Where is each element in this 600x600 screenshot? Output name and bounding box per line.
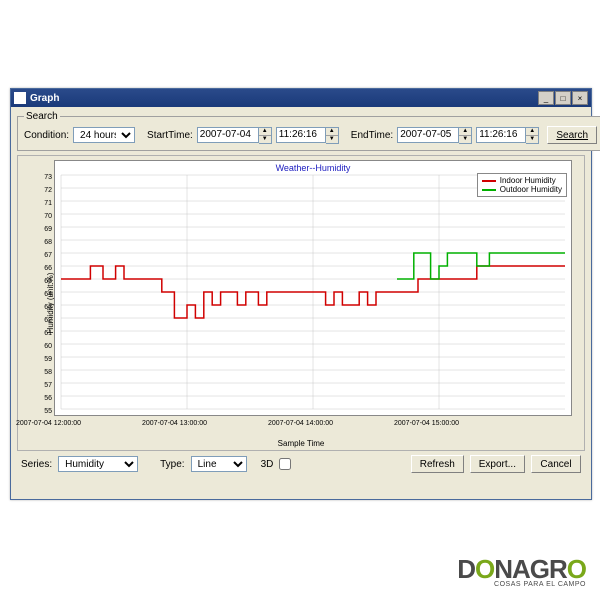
- legend-label: Indoor Humidity: [500, 176, 556, 185]
- brand-logo: DONAGRO COSAS PARA EL CAMPO: [457, 554, 586, 588]
- close-button[interactable]: ×: [572, 91, 588, 105]
- 3d-label: 3D: [261, 459, 274, 470]
- starttime-label: StartTime:: [147, 130, 193, 141]
- minimize-button[interactable]: _: [538, 91, 554, 105]
- search-legend: Search: [24, 111, 60, 122]
- search-button[interactable]: Search: [547, 126, 597, 144]
- cancel-button[interactable]: Cancel: [531, 455, 581, 473]
- refresh-button[interactable]: Refresh: [411, 455, 464, 473]
- condition-label: Condition:: [24, 130, 69, 141]
- brand-accent: O: [475, 554, 494, 584]
- brand-text: D: [457, 554, 475, 584]
- type-label: Type:: [160, 459, 184, 470]
- start-time-spinner[interactable]: ▲▼: [276, 127, 339, 144]
- legend-swatch-indoor: [482, 180, 496, 182]
- end-time-input[interactable]: [476, 127, 526, 143]
- chart-svg: [55, 161, 571, 415]
- y-tick-labels: 55565758596061626364656667686970717273: [36, 160, 52, 416]
- x-axis-label: Sample Time: [18, 439, 584, 448]
- legend-item: Outdoor Humidity: [482, 185, 562, 194]
- type-select[interactable]: Line: [191, 456, 247, 472]
- titlebar[interactable]: Graph _ □ ×: [11, 89, 591, 107]
- legend-label: Outdoor Humidity: [500, 185, 562, 194]
- x-tick-labels: 2007-07-04 12:00:002007-07-04 13:00:0020…: [54, 420, 572, 432]
- chart-area: Humidity (unit:%) Weather--Humidity Indo…: [17, 155, 585, 451]
- start-date-input[interactable]: [197, 127, 259, 143]
- series-label: Series:: [21, 459, 52, 470]
- endtime-label: EndTime:: [351, 130, 393, 141]
- 3d-checkbox[interactable]: [279, 458, 291, 470]
- app-icon: [14, 92, 26, 104]
- bottom-controls: Series: Humidity Type: Line 3D Refresh E…: [21, 455, 581, 473]
- chart-plot: Weather--Humidity Indoor Humidity Outdoo…: [54, 160, 572, 416]
- end-date-input[interactable]: [397, 127, 459, 143]
- export-button[interactable]: Export...: [470, 455, 525, 473]
- brand-text: NAGR: [494, 554, 567, 584]
- end-time-spinner[interactable]: ▲▼: [476, 127, 539, 144]
- condition-select[interactable]: 24 hours: [73, 127, 135, 143]
- search-panel: Search Condition: 24 hours StartTime: ▲▼…: [17, 111, 600, 151]
- legend-item: Indoor Humidity: [482, 176, 562, 185]
- graph-window: Graph _ □ × Search Condition: 24 hours S…: [10, 88, 592, 500]
- window-title: Graph: [30, 93, 538, 104]
- start-time-input[interactable]: [276, 127, 326, 143]
- chart-legend: Indoor Humidity Outdoor Humidity: [477, 173, 567, 197]
- series-select[interactable]: Humidity: [58, 456, 138, 472]
- brand-accent: O: [567, 554, 586, 584]
- legend-swatch-outdoor: [482, 189, 496, 191]
- maximize-button[interactable]: □: [555, 91, 571, 105]
- start-date-spinner[interactable]: ▲▼: [197, 127, 272, 144]
- end-date-spinner[interactable]: ▲▼: [397, 127, 472, 144]
